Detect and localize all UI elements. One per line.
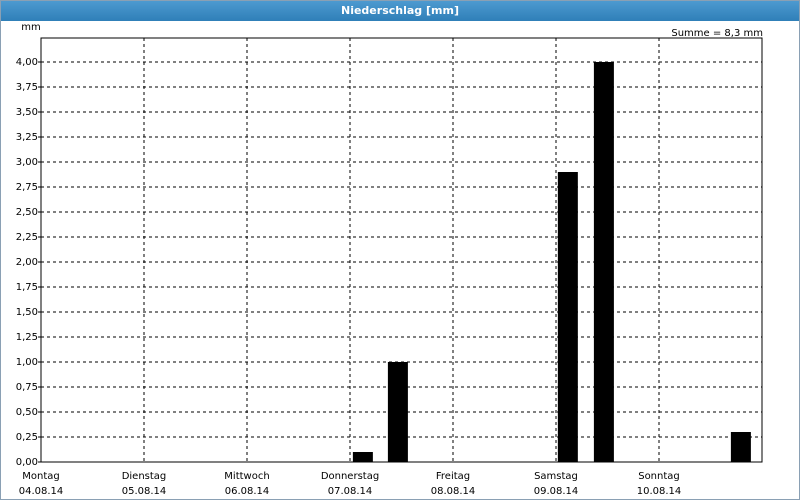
y-tick-label: 2,50: [16, 207, 38, 218]
x-tick-date: 10.08.14: [637, 486, 682, 497]
y-tick-label: 1,50: [16, 307, 38, 318]
y-tick-label: 2,25: [16, 232, 38, 243]
x-tick-date: 07.08.14: [328, 486, 373, 497]
y-tick-label: 2,75: [16, 182, 38, 193]
bar: [352, 452, 373, 462]
y-tick-label: 0,50: [16, 407, 38, 418]
chart: mm Summe = 8,3 mm 0,00 0,25 0,50 0,75 1,00 1,…: [16, 22, 763, 497]
x-tick-date: 08.08.14: [431, 486, 476, 497]
window-title: Niederschlag [mm]: [1, 1, 799, 21]
bar: [387, 362, 408, 462]
bar: [557, 172, 578, 462]
x-tick-day: Dienstag: [122, 471, 167, 482]
sum-annotation: Summe = 8,3 mm: [671, 28, 763, 39]
x-tick-day: Freitag: [436, 471, 470, 482]
y-tick-label: 1,75: [16, 282, 38, 293]
y-tick-label: 2,00: [16, 257, 38, 268]
y-tick-label: 1,25: [16, 332, 38, 343]
y-tick-label: 0,25: [16, 432, 38, 443]
bar: [593, 62, 614, 462]
x-tick-date: 04.08.14: [19, 486, 64, 497]
bar: [730, 432, 751, 462]
y-tick-label: 3,25: [16, 132, 38, 143]
x-tick-day: Samstag: [534, 471, 578, 482]
x-tick-day: Sonntag: [638, 471, 680, 482]
y-tick-label: 3,75: [16, 82, 38, 93]
x-tick-day: Donnerstag: [321, 471, 379, 482]
x-tick-day: Montag: [22, 471, 59, 482]
x-tick-date: 09.08.14: [534, 486, 579, 497]
x-tick-date: 06.08.14: [225, 486, 270, 497]
y-tick-label: 0,75: [16, 382, 38, 393]
x-tick-day: Mittwoch: [224, 471, 269, 482]
y-tick-label: 1,00: [16, 357, 38, 368]
y-tick-label: 3,50: [16, 107, 38, 118]
x-tick-date: 05.08.14: [122, 486, 167, 497]
y-tick-label: 0,00: [16, 457, 38, 468]
y-unit: mm: [21, 22, 40, 33]
y-tick-label: 3,00: [16, 157, 38, 168]
y-tick-label: 4,00: [16, 57, 38, 68]
